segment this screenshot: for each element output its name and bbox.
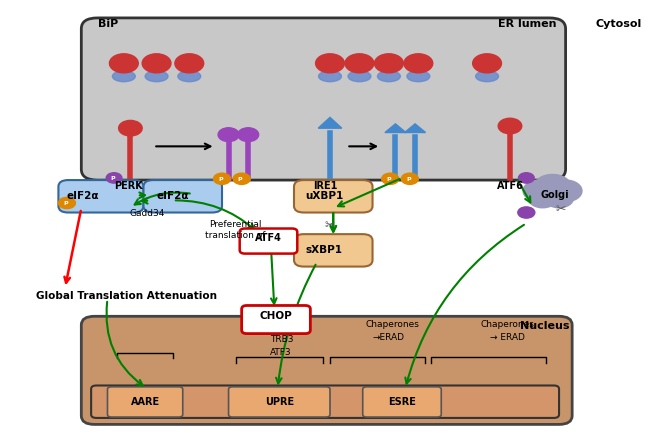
- FancyBboxPatch shape: [240, 229, 297, 254]
- Text: Chaperones: Chaperones: [480, 320, 535, 329]
- Circle shape: [473, 54, 502, 73]
- Circle shape: [544, 189, 574, 208]
- Text: Preferential
translation of: Preferential translation of: [205, 220, 265, 240]
- FancyBboxPatch shape: [108, 387, 183, 417]
- Text: CHOP: CHOP: [260, 311, 293, 321]
- Text: Chaperones: Chaperones: [366, 320, 420, 329]
- Text: IRE1: IRE1: [313, 181, 337, 191]
- Text: AARE: AARE: [131, 397, 160, 407]
- Ellipse shape: [319, 71, 341, 82]
- Circle shape: [401, 173, 418, 184]
- FancyBboxPatch shape: [242, 305, 310, 334]
- Ellipse shape: [145, 71, 168, 82]
- FancyBboxPatch shape: [228, 387, 330, 417]
- Circle shape: [345, 54, 374, 73]
- FancyBboxPatch shape: [91, 385, 559, 418]
- Text: → ERAD: → ERAD: [490, 333, 525, 342]
- Text: uXBP1: uXBP1: [305, 191, 343, 201]
- FancyBboxPatch shape: [81, 18, 566, 180]
- Text: Global Translation Attenuation: Global Translation Attenuation: [36, 291, 216, 301]
- Text: eIF2α: eIF2α: [156, 191, 189, 201]
- Polygon shape: [385, 124, 406, 133]
- FancyBboxPatch shape: [363, 387, 442, 417]
- Circle shape: [233, 173, 250, 184]
- Circle shape: [534, 174, 571, 199]
- Circle shape: [518, 207, 535, 218]
- Circle shape: [549, 180, 582, 202]
- Ellipse shape: [112, 71, 135, 82]
- Circle shape: [213, 173, 230, 184]
- Text: eIF2α: eIF2α: [67, 191, 100, 201]
- Text: ✂: ✂: [325, 219, 335, 233]
- Text: TRB3: TRB3: [270, 335, 293, 344]
- FancyBboxPatch shape: [294, 234, 372, 267]
- FancyBboxPatch shape: [294, 180, 372, 212]
- Polygon shape: [405, 124, 426, 133]
- Text: ATF4: ATF4: [255, 233, 282, 243]
- Circle shape: [404, 54, 433, 73]
- FancyBboxPatch shape: [81, 316, 572, 424]
- Circle shape: [381, 173, 399, 184]
- Text: UPRE: UPRE: [265, 397, 294, 407]
- Text: sXBP1: sXBP1: [306, 245, 343, 255]
- Text: P: P: [63, 201, 67, 206]
- Text: P: P: [406, 177, 411, 182]
- Circle shape: [498, 118, 522, 134]
- Circle shape: [528, 189, 557, 208]
- Text: P: P: [238, 177, 242, 182]
- Text: ER lumen: ER lumen: [498, 18, 556, 28]
- Circle shape: [238, 128, 259, 141]
- Circle shape: [58, 198, 75, 208]
- Text: BiP: BiP: [98, 18, 118, 28]
- Text: ATF3: ATF3: [270, 348, 292, 357]
- Ellipse shape: [378, 71, 401, 82]
- FancyBboxPatch shape: [143, 180, 222, 212]
- Circle shape: [175, 54, 204, 73]
- Ellipse shape: [178, 71, 201, 82]
- Text: Gadd34: Gadd34: [129, 208, 164, 218]
- Text: ✂: ✂: [556, 202, 566, 215]
- Text: P: P: [218, 177, 222, 182]
- Circle shape: [110, 54, 138, 73]
- Ellipse shape: [348, 71, 371, 82]
- Text: P: P: [386, 177, 391, 182]
- Circle shape: [315, 54, 345, 73]
- Circle shape: [218, 128, 239, 141]
- Polygon shape: [318, 117, 342, 128]
- Circle shape: [119, 120, 142, 136]
- Text: Nucleus: Nucleus: [520, 321, 570, 331]
- Circle shape: [523, 180, 556, 202]
- Text: PERK: PERK: [114, 181, 143, 191]
- Text: P: P: [110, 176, 115, 180]
- Ellipse shape: [476, 71, 498, 82]
- Circle shape: [374, 54, 403, 73]
- Text: Golgi: Golgi: [541, 190, 570, 200]
- Circle shape: [106, 173, 122, 183]
- Text: Cytosol: Cytosol: [595, 18, 642, 28]
- Ellipse shape: [407, 71, 430, 82]
- Text: ATF6: ATF6: [497, 181, 524, 191]
- Circle shape: [519, 173, 534, 183]
- Circle shape: [142, 54, 171, 73]
- Text: ESRE: ESRE: [388, 397, 416, 407]
- Text: →ERAD: →ERAD: [372, 333, 405, 342]
- FancyBboxPatch shape: [58, 180, 143, 212]
